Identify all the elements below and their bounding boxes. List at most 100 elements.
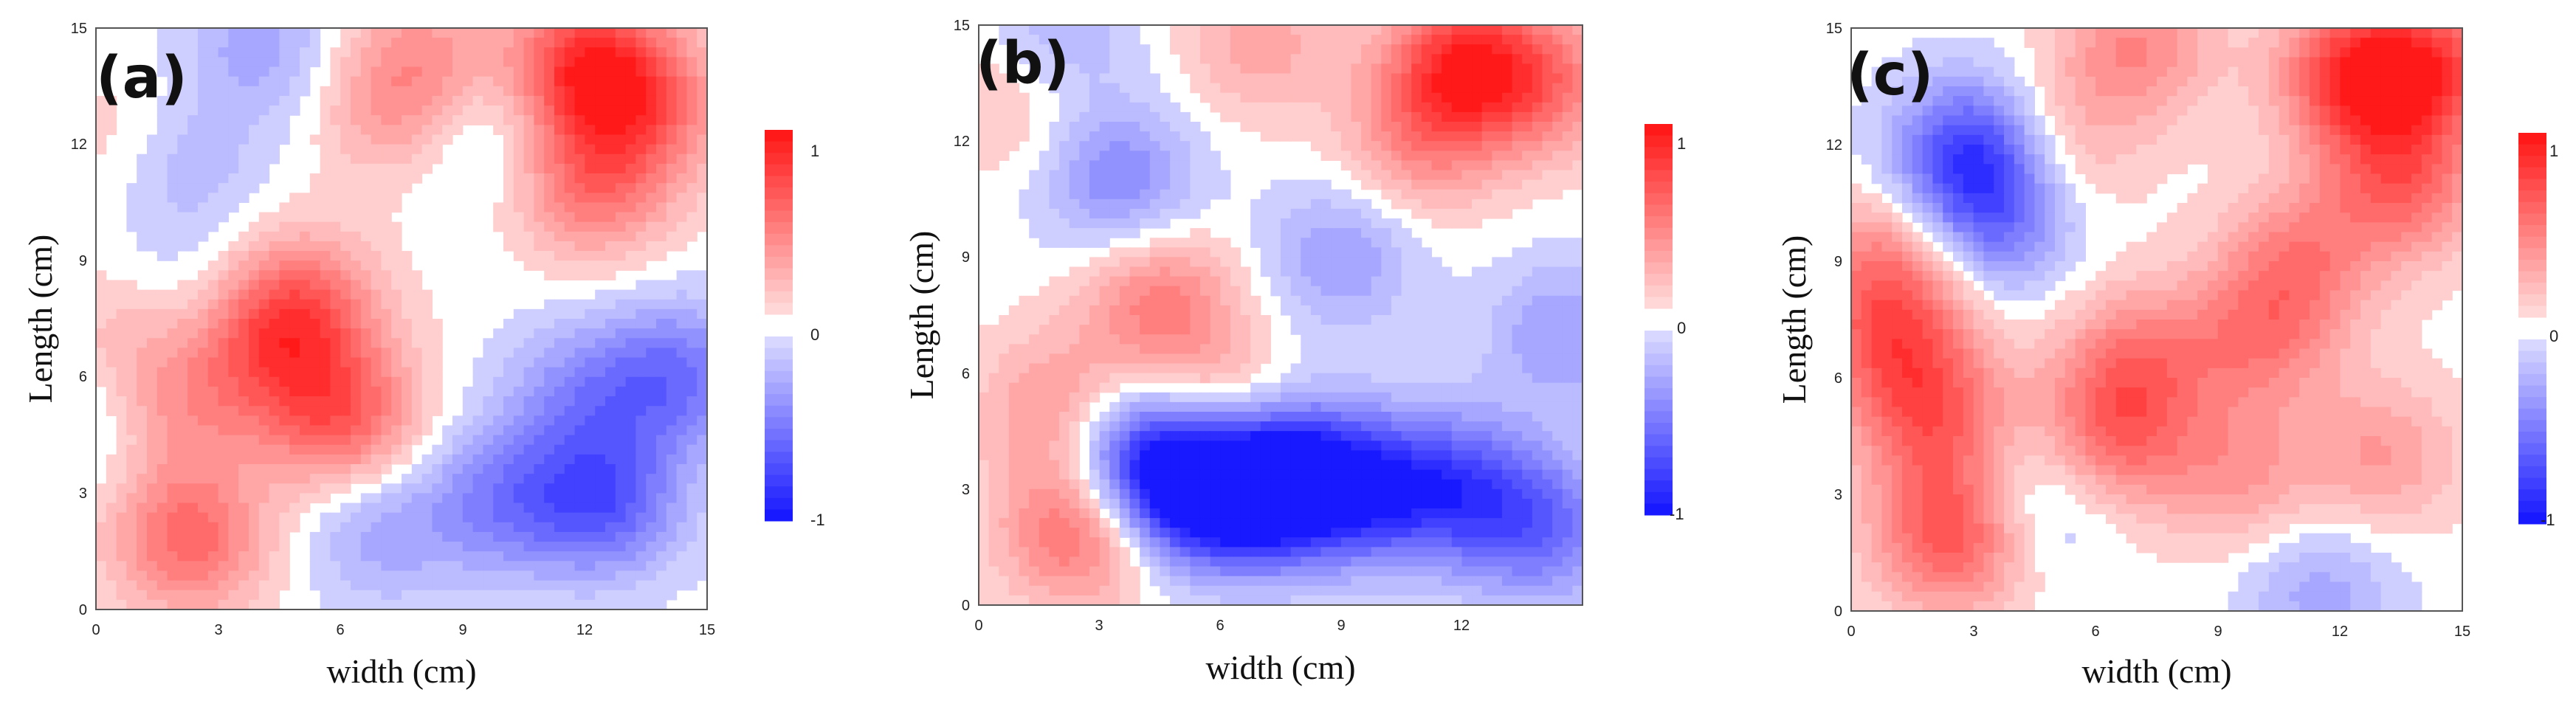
- heatmap-cell: [697, 542, 707, 552]
- heatmap-cell: [1270, 73, 1281, 84]
- heatmap-cell: [1039, 334, 1050, 345]
- heatmap-cell: [554, 570, 565, 581]
- heatmap-cell: [1119, 344, 1131, 354]
- heatmap-cell: [96, 338, 107, 348]
- heatmap-cell: [391, 590, 402, 601]
- heatmap-cell: [1542, 102, 1553, 113]
- heatmap-cell: [656, 202, 667, 213]
- heatmap-cell: [1270, 238, 1281, 248]
- heatmap-cell: [1099, 198, 1110, 210]
- heatmap-cell: [544, 512, 555, 523]
- heatmap-cell: [1170, 325, 1181, 335]
- heatmap-cell: [523, 308, 534, 320]
- heatmap-cell: [1008, 363, 1020, 374]
- heatmap-cell: [1099, 286, 1110, 297]
- heatmap-cell: [432, 38, 443, 48]
- heatmap-cell: [462, 396, 474, 407]
- heatmap-cell: [1512, 151, 1523, 161]
- heatmap-cell: [351, 66, 362, 77]
- heatmap-cell: [1391, 266, 1402, 277]
- heatmap-cell: [564, 444, 576, 455]
- heatmap-cell: [238, 503, 249, 514]
- heatmap-cell: [1089, 295, 1101, 306]
- heatmap-cell: [187, 542, 199, 552]
- heatmap-cell: [1351, 131, 1362, 142]
- heatmap-cell: [646, 444, 657, 455]
- heatmap-cell: [523, 173, 534, 184]
- heatmap-cell: [1149, 266, 1160, 277]
- heatmap-cell: [656, 415, 667, 427]
- heatmap-cell: [371, 493, 382, 504]
- heatmap-cell: [1119, 44, 1131, 55]
- heatmap-cell: [320, 134, 331, 145]
- heatmap-cell: [167, 328, 178, 339]
- heatmap-cell: [432, 357, 443, 368]
- heatmap-cell: [666, 367, 678, 378]
- heatmap-cell: [544, 483, 555, 494]
- heatmap-cell: [605, 599, 616, 610]
- heatmap-cell: [1029, 179, 1040, 190]
- heatmap-cell: [106, 474, 117, 484]
- heatmap-cell: [1170, 295, 1181, 306]
- heatmap-cell: [1472, 141, 1483, 151]
- heatmap-cell: [1411, 198, 1422, 210]
- heatmap-cell: [1129, 247, 1140, 258]
- heatmap-cell: [279, 542, 290, 552]
- heatmap-cell: [686, 522, 698, 533]
- heatmap-cell: [1089, 179, 1101, 190]
- heatmap-cell: [585, 299, 596, 310]
- heatmap-cell: [167, 299, 178, 310]
- heatmap-cell: [371, 270, 382, 281]
- heatmap-cell: [605, 522, 616, 533]
- heatmap-cell: [269, 483, 280, 494]
- heatmap-cell: [238, 260, 249, 271]
- heatmap-cell: [228, 542, 239, 552]
- heatmap-cell: [1099, 63, 1110, 75]
- heatmap-cell: [360, 270, 372, 281]
- heatmap-cell: [676, 367, 687, 378]
- heatmap-cell: [1381, 25, 1392, 35]
- heatmap-cell: [554, 531, 565, 542]
- heatmap-cell: [595, 531, 606, 542]
- heatmap-cell: [676, 348, 687, 359]
- heatmap-cell: [207, 561, 219, 572]
- heatmap-cell: [402, 493, 413, 504]
- heatmap-cell: [381, 221, 392, 232]
- heatmap-cell: [402, 134, 413, 145]
- heatmap-cell: [269, 57, 280, 68]
- colorbar-segment: [765, 187, 793, 200]
- heatmap-cell: [1260, 208, 1271, 219]
- heatmap-cell: [391, 319, 402, 329]
- heatmap-cell: [1532, 160, 1543, 171]
- heatmap-cell: [656, 338, 667, 348]
- colorbar-segment: [765, 348, 793, 360]
- heatmap-cell: [1149, 170, 1160, 181]
- heatmap-cell: [1129, 83, 1140, 94]
- heatmap-cell: [1079, 44, 1090, 55]
- heatmap-cell: [309, 308, 321, 320]
- heatmap-cell: [320, 542, 331, 552]
- heatmap-cell: [238, 163, 249, 174]
- heatmap-cell: [1281, 305, 1292, 316]
- heatmap-cell: [228, 425, 239, 436]
- heatmap-cell: [656, 66, 667, 77]
- heatmap-cell: [595, 580, 606, 591]
- heatmap-cell: [462, 599, 474, 610]
- heatmap-cell: [1069, 111, 1080, 122]
- heatmap-cell: [320, 367, 331, 378]
- heatmap-cell: [1522, 334, 1533, 345]
- heatmap-cell: [187, 231, 199, 242]
- heatmap-cell: [391, 386, 402, 397]
- heatmap-cell: [1129, 54, 1140, 64]
- heatmap-cell: [167, 561, 178, 572]
- heatmap-cell: [513, 57, 525, 68]
- heatmap-cell: [1451, 363, 1462, 374]
- heatmap-cell: [1199, 266, 1211, 277]
- heatmap-cell: [1492, 92, 1503, 103]
- heatmap-cell: [340, 367, 351, 378]
- heatmap-cell: [605, 308, 616, 320]
- heatmap-cell: [625, 115, 636, 125]
- heatmap-cell: [309, 396, 321, 407]
- heatmap-cell: [218, 406, 229, 416]
- heatmap-cell: [177, 435, 188, 446]
